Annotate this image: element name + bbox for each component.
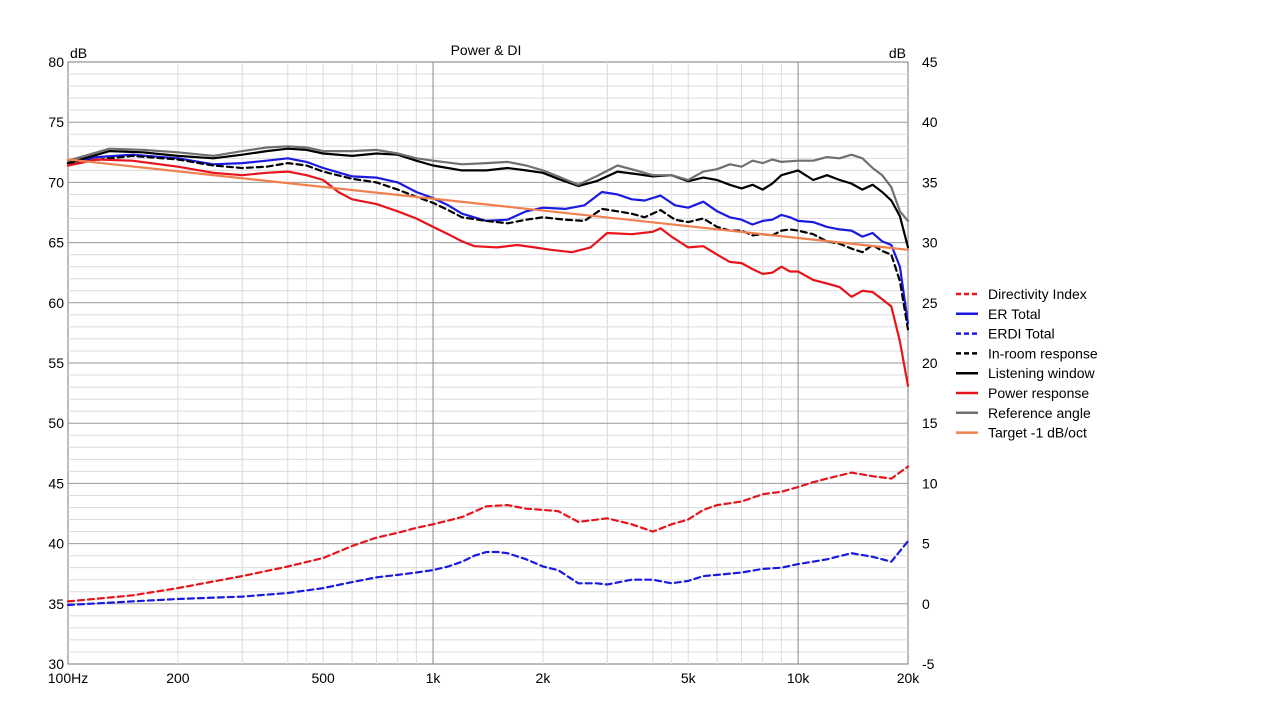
left-y-tick-label: 75 xyxy=(48,114,64,130)
legend-label: Directivity Index xyxy=(988,286,1087,302)
left-y-tick-label: 70 xyxy=(48,174,64,190)
legend-label: Target -1 dB/oct xyxy=(988,425,1087,441)
left-y-tick-label: 50 xyxy=(48,415,64,431)
left-y-tick-label: 65 xyxy=(48,235,64,251)
right-y-tick-label: 35 xyxy=(922,174,938,190)
left-axis-unit: dB xyxy=(70,45,87,61)
right-y-tick-label: 10 xyxy=(922,475,938,491)
x-tick-label: 5k xyxy=(681,670,697,686)
left-y-tick-label: 40 xyxy=(48,536,64,552)
series-line-reference-angle xyxy=(66,145,910,222)
x-tick-label: 2k xyxy=(536,670,552,686)
legend-label: Power response xyxy=(988,385,1089,401)
left-y-tick-label: 60 xyxy=(48,295,64,311)
legend-label: Listening window xyxy=(988,365,1096,381)
legend: Directivity Index ER Total ERDI Total In-ro… xyxy=(956,286,1098,441)
right-y-tick-label: 20 xyxy=(922,355,938,371)
left-y-tick-label: 35 xyxy=(48,596,64,612)
series-line-erdi-total xyxy=(66,540,910,607)
right-y-tick-label: 45 xyxy=(922,54,938,70)
left-y-tick-label: 30 xyxy=(48,656,64,672)
right-y-tick-label: 15 xyxy=(922,415,938,431)
x-tick-label: 100Hz xyxy=(48,670,88,686)
right-y-tick-label: 5 xyxy=(922,536,930,552)
series-line-listening-window xyxy=(66,147,910,249)
series-line-target-1-db-oct xyxy=(66,158,910,251)
legend-label: In-room response xyxy=(988,345,1098,361)
legend-label: ER Total xyxy=(988,306,1041,322)
chart-title: Power & DI xyxy=(451,42,522,58)
left-y-tick-label: 55 xyxy=(48,355,64,371)
x-tick-label: 200 xyxy=(166,670,190,686)
left-y-tick-label: 45 xyxy=(48,475,64,491)
series-line-er-total xyxy=(66,153,910,325)
legend-label: Reference angle xyxy=(988,405,1091,421)
legend-label: ERDI Total xyxy=(988,326,1055,342)
right-y-tick-label: -5 xyxy=(922,656,935,672)
x-tick-label: 10k xyxy=(787,670,811,686)
x-tick-label: 500 xyxy=(311,670,335,686)
series-group xyxy=(66,145,910,607)
x-tick-label: 20k xyxy=(897,670,921,686)
series-line-directivity-index xyxy=(66,465,910,603)
x-tick-label: 1k xyxy=(426,670,442,686)
series-line-power-response xyxy=(66,158,910,387)
right-y-tick-label: 30 xyxy=(922,235,938,251)
right-y-tick-label: 25 xyxy=(922,295,938,311)
left-y-tick-label: 80 xyxy=(48,54,64,70)
axes: 30 35 40 45 50 55 60 65 70 75 80 -5 0 5 10 15 20 25 30 35 40… xyxy=(48,54,938,686)
right-axis-unit: dB xyxy=(889,45,906,61)
series-line-in-room-response xyxy=(66,154,910,331)
right-y-tick-label: 0 xyxy=(922,596,930,612)
right-y-tick-label: 40 xyxy=(922,114,938,130)
